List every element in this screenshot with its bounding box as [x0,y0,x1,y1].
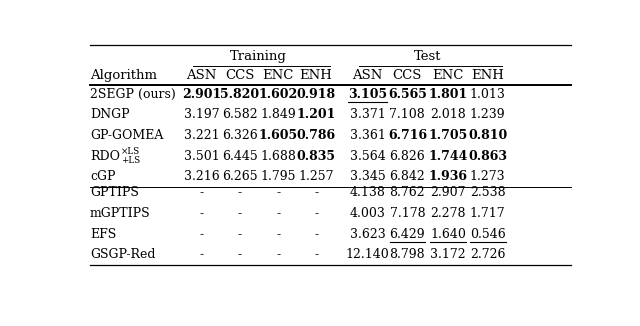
Text: 8.798: 8.798 [390,248,425,261]
Text: 1.705: 1.705 [428,129,468,142]
Text: 3.371: 3.371 [350,109,385,121]
Text: 6.826: 6.826 [390,150,425,163]
Text: GSGP-Red: GSGP-Red [90,248,156,261]
Text: mGPTIPS: mGPTIPS [90,207,150,220]
Text: 2.907: 2.907 [430,186,466,200]
Text: 1.273: 1.273 [470,170,506,183]
Text: ENC: ENC [262,69,294,82]
Text: 0.918: 0.918 [296,88,335,101]
Text: -: - [237,248,242,261]
Text: -: - [200,228,204,241]
Text: RDO: RDO [90,150,120,163]
Text: 6.716: 6.716 [388,129,427,142]
Text: DNGP: DNGP [90,109,129,121]
Text: 1.849: 1.849 [260,109,296,121]
Text: -: - [200,248,204,261]
Text: 0.810: 0.810 [468,129,508,142]
Text: ×LS: ×LS [121,147,140,156]
Text: 3.221: 3.221 [184,129,220,142]
Text: 6.265: 6.265 [222,170,257,183]
Text: 3.197: 3.197 [184,109,220,121]
Text: 2.278: 2.278 [430,207,466,220]
Text: CCS: CCS [393,69,422,82]
Text: GP-GOMEA: GP-GOMEA [90,129,163,142]
Text: 4.138: 4.138 [349,186,386,200]
Text: 3.564: 3.564 [350,150,385,163]
Text: 4.003: 4.003 [349,207,386,220]
Text: ENC: ENC [433,69,464,82]
Text: Test: Test [414,50,442,63]
Text: 3.105: 3.105 [348,88,387,101]
Text: -: - [276,228,280,241]
Text: 3.345: 3.345 [350,170,385,183]
Text: 7.108: 7.108 [390,109,425,121]
Text: -: - [276,248,280,261]
Text: Training: Training [230,50,287,63]
Text: 0.546: 0.546 [470,228,506,241]
Text: -: - [200,207,204,220]
Text: 2.726: 2.726 [470,248,506,261]
Text: Algorithm: Algorithm [90,69,157,82]
Text: 8.762: 8.762 [390,186,425,200]
Text: 6.326: 6.326 [222,129,257,142]
Text: cGP: cGP [90,170,115,183]
Text: -: - [276,207,280,220]
Text: 2SEGP (ours): 2SEGP (ours) [90,88,175,101]
Text: 5.820: 5.820 [220,88,259,101]
Text: 2.018: 2.018 [430,109,466,121]
Text: 2.538: 2.538 [470,186,506,200]
Text: 1.936: 1.936 [429,170,468,183]
Text: 1.605: 1.605 [259,129,298,142]
Text: 1.801: 1.801 [428,88,468,101]
Text: ENH: ENH [471,69,504,82]
Text: 12.140: 12.140 [346,248,390,261]
Text: 3.216: 3.216 [184,170,220,183]
Text: 3.172: 3.172 [430,248,466,261]
Text: ASN: ASN [353,69,383,82]
Text: ENH: ENH [300,69,333,82]
Text: -: - [237,186,242,200]
Text: 3.501: 3.501 [184,150,220,163]
Text: 1.744: 1.744 [428,150,468,163]
Text: 7.178: 7.178 [390,207,425,220]
Text: -: - [237,228,242,241]
Text: 1.717: 1.717 [470,207,506,220]
Text: -: - [314,186,318,200]
Text: -: - [314,248,318,261]
Text: -: - [237,207,242,220]
Text: 1.201: 1.201 [296,109,336,121]
Text: 1.239: 1.239 [470,109,506,121]
Text: 1.688: 1.688 [260,150,296,163]
Text: GPTIPS: GPTIPS [90,186,139,200]
Text: 6.582: 6.582 [222,109,257,121]
Text: 2.901: 2.901 [182,88,221,101]
Text: +LS: +LS [121,156,140,165]
Text: -: - [276,186,280,200]
Text: 0.863: 0.863 [468,150,508,163]
Text: ASN: ASN [186,69,217,82]
Text: -: - [200,186,204,200]
Text: 6.842: 6.842 [390,170,425,183]
Text: 1.013: 1.013 [470,88,506,101]
Text: 3.361: 3.361 [349,129,386,142]
Text: 6.565: 6.565 [388,88,427,101]
Text: -: - [314,207,318,220]
Text: 6.429: 6.429 [390,228,425,241]
Text: 0.786: 0.786 [296,129,335,142]
Text: -: - [314,228,318,241]
Text: 6.445: 6.445 [222,150,257,163]
Text: CCS: CCS [225,69,254,82]
Text: EFS: EFS [90,228,116,241]
Text: 1.257: 1.257 [298,170,334,183]
Text: 1.602: 1.602 [259,88,298,101]
Text: 3.623: 3.623 [350,228,385,241]
Text: 0.835: 0.835 [296,150,335,163]
Text: 1.795: 1.795 [260,170,296,183]
Text: 1.640: 1.640 [430,228,466,241]
